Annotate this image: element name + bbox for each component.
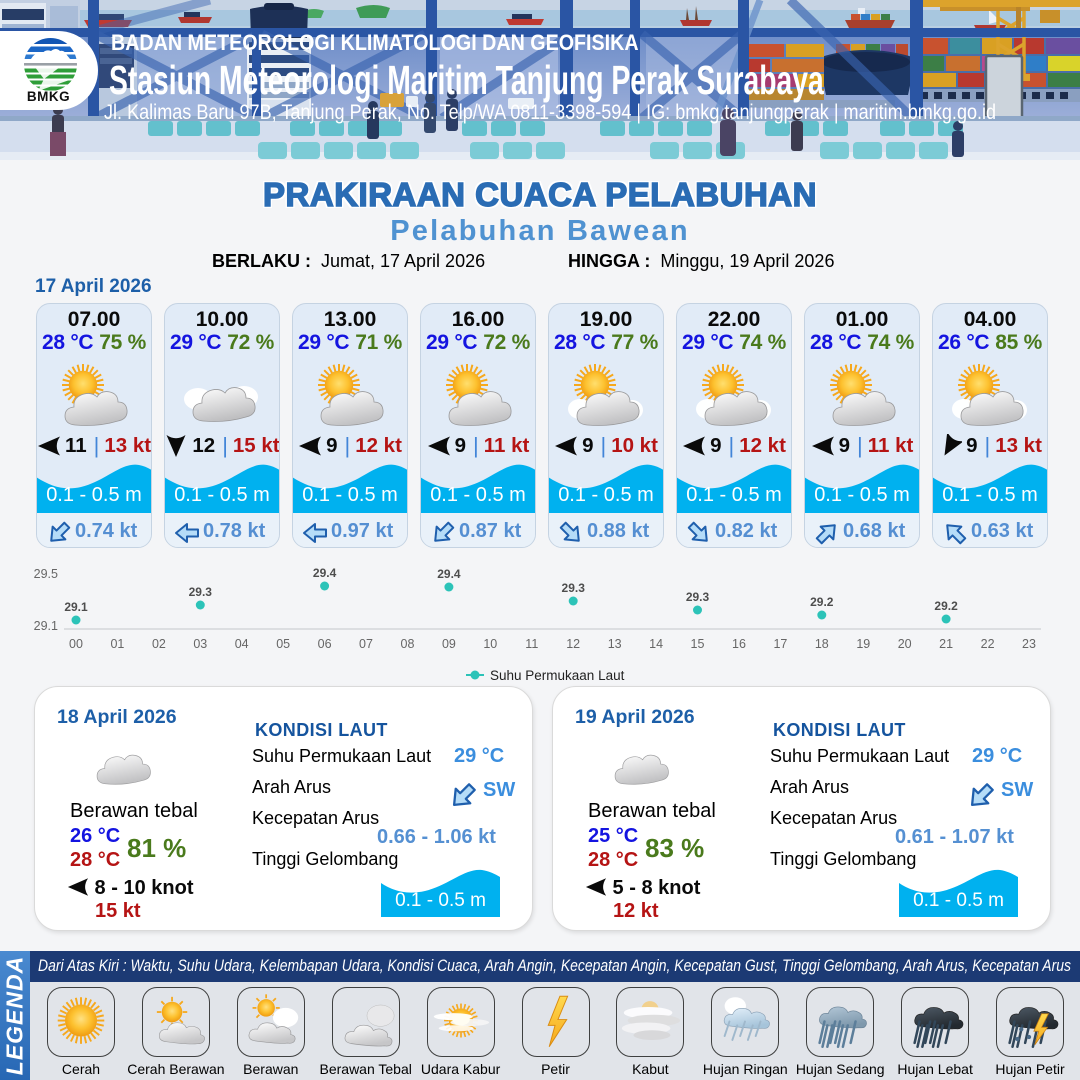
svg-text:29.4: 29.4 <box>437 567 461 581</box>
svg-text:21: 21 <box>939 637 953 651</box>
svg-text:15: 15 <box>691 637 705 651</box>
svg-text:02: 02 <box>152 637 166 651</box>
svg-text:00: 00 <box>69 637 83 651</box>
svg-text:20: 20 <box>898 637 912 651</box>
svg-text:29.1: 29.1 <box>64 600 88 614</box>
svg-text:12: 12 <box>566 637 580 651</box>
svg-text:07: 07 <box>359 637 373 651</box>
svg-text:29.4: 29.4 <box>313 566 337 580</box>
svg-text:18: 18 <box>815 637 829 651</box>
svg-text:16: 16 <box>732 637 746 651</box>
svg-text:29.3: 29.3 <box>189 585 213 599</box>
svg-text:29.2: 29.2 <box>810 595 834 609</box>
svg-text:29.3: 29.3 <box>562 581 586 595</box>
svg-text:17: 17 <box>773 637 787 651</box>
svg-text:13: 13 <box>608 637 622 651</box>
svg-text:01: 01 <box>110 637 124 651</box>
svg-text:22: 22 <box>981 637 995 651</box>
svg-text:09: 09 <box>442 637 456 651</box>
svg-text:29.5: 29.5 <box>34 567 58 581</box>
svg-text:05: 05 <box>276 637 290 651</box>
svg-text:11: 11 <box>525 637 538 651</box>
svg-text:08: 08 <box>401 637 415 651</box>
svg-text:14: 14 <box>649 637 663 651</box>
svg-text:04: 04 <box>235 637 249 651</box>
svg-text:03: 03 <box>193 637 207 651</box>
svg-text:29.3: 29.3 <box>686 590 710 604</box>
svg-text:10: 10 <box>483 637 497 651</box>
svg-text:29.2: 29.2 <box>934 599 958 613</box>
svg-text:06: 06 <box>318 637 332 651</box>
svg-text:23: 23 <box>1022 637 1036 651</box>
svg-text:29.1: 29.1 <box>34 619 58 633</box>
svg-text:Suhu Permukaan Laut: Suhu Permukaan Laut <box>490 668 625 683</box>
svg-text:19: 19 <box>856 637 870 651</box>
